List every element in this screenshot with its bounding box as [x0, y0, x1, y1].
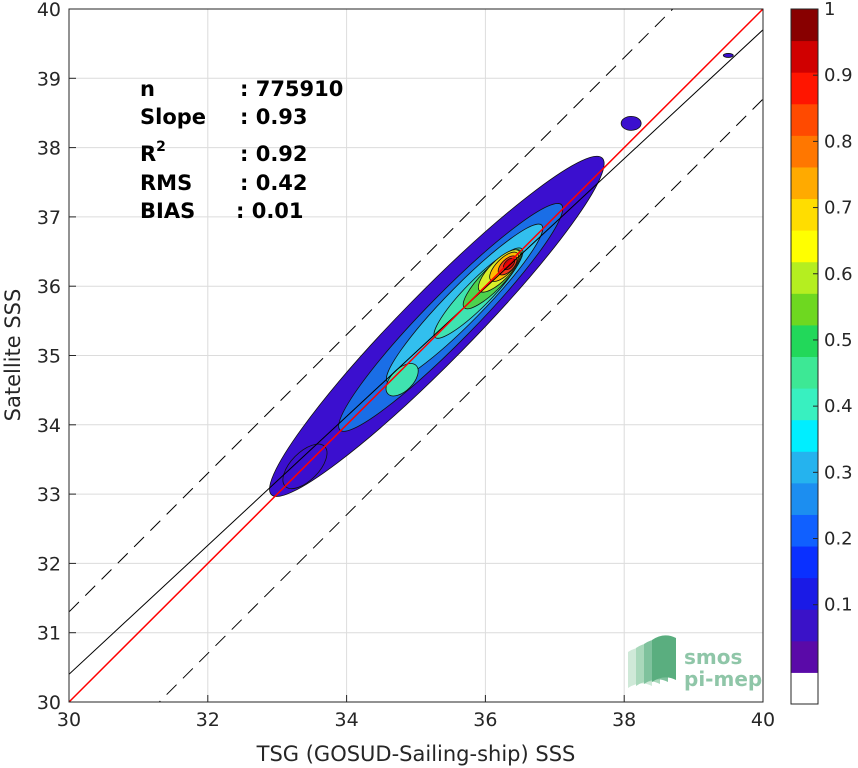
colorbar-segment [791, 135, 818, 168]
logo-text-line1: smos [684, 645, 742, 669]
y-tick-label: 36 [37, 276, 61, 298]
stat-value: : 775910 [240, 77, 343, 101]
stat-key: n [140, 77, 155, 101]
reference-lines [69, 9, 763, 702]
colorbar-segment [791, 640, 818, 673]
stat-key: RMS [140, 171, 192, 195]
colorbar-tick-label: 0.1 [824, 595, 853, 616]
y-tick-label: 31 [37, 623, 61, 645]
colorbar-segment [791, 451, 818, 484]
stat-key: BIAS [140, 199, 195, 223]
colorbar-tick-label: 0.9 [824, 65, 853, 86]
identity-line [69, 9, 763, 702]
colorbar-segment [791, 609, 818, 642]
colorbar-segment [791, 388, 818, 421]
stat-value: : 0.01 [236, 199, 304, 223]
y-tick-label: 30 [37, 692, 61, 714]
colorbar-frame [790, 8, 819, 705]
stat-key: Slope [140, 105, 206, 129]
grid [68, 8, 764, 703]
y-axis-ticks: 30 31 32 33 34 35 36 37 38 39 40 [37, 0, 76, 714]
colorbar-segment [791, 103, 818, 136]
density-contour [722, 53, 734, 58]
x-axis-label: TSG (GOSUD-Sailing-ship) SSS [256, 742, 576, 766]
y-tick-label: 33 [37, 484, 61, 506]
x-axis-ticks: 30 32 34 36 38 40 [57, 695, 775, 731]
colorbar-segment [791, 230, 818, 263]
colorbar-tick-label: 0.5 [824, 330, 853, 351]
colorbar-segment [791, 482, 818, 515]
stat-value: : 0.92 [240, 142, 308, 166]
logo-mark-icon [628, 635, 676, 688]
colorbar-segment [791, 72, 818, 105]
logo-text-line2: pi-mep [684, 667, 762, 691]
colorbar-tick-label: 1 [824, 0, 835, 20]
x-tick-label: 38 [612, 709, 636, 731]
colorbar-segment [791, 324, 818, 357]
lower-bound-line [158, 98, 763, 702]
colorbar-tick-label: 0.2 [824, 529, 853, 550]
regression-line [69, 29, 763, 675]
colorbar-tick-label: 0.6 [824, 264, 853, 285]
x-tick-label: 30 [57, 709, 81, 731]
colorbar-segment [791, 40, 818, 73]
colorbar: 0.1 0.2 0.3 0.4 0.5 0.6 0.7 0.8 0.9 1 [790, 0, 853, 705]
x-tick-label: 40 [751, 709, 775, 731]
y-tick-label: 37 [37, 207, 61, 229]
y-tick-label: 40 [37, 0, 61, 21]
x-tick-label: 36 [473, 709, 497, 731]
colorbar-segment [791, 514, 818, 547]
density-contour [502, 257, 516, 271]
colorbar-tick-label: 0.8 [824, 131, 853, 152]
y-tick-label: 34 [37, 415, 61, 437]
y-axis-label: Satellite SSS [1, 289, 25, 422]
stat-value: : 0.93 [240, 105, 308, 129]
y-tick-label: 38 [37, 138, 61, 160]
colorbar-segment [791, 546, 818, 579]
colorbar-segment [791, 9, 818, 42]
y-tick-label: 32 [37, 553, 61, 575]
density-contour [620, 115, 642, 131]
y-tick-label: 35 [37, 346, 61, 368]
stat-value: : 0.42 [240, 171, 308, 195]
colorbar-tick-label: 0.3 [824, 462, 853, 483]
colorbar-segment [791, 419, 818, 452]
colorbar-segment [791, 356, 818, 389]
colorbar-segment [791, 198, 818, 231]
colorbar-tick-label: 0.7 [824, 198, 853, 219]
upper-bound-line [69, 9, 674, 613]
x-tick-label: 32 [196, 709, 220, 731]
colorbar-tick-label: 0.4 [824, 396, 853, 417]
x-tick-label: 34 [335, 709, 359, 731]
colorbar-segment [791, 166, 818, 200]
colorbar-segment [791, 293, 818, 326]
logo: smos pi-mep [628, 635, 762, 691]
colorbar-segment [791, 672, 818, 705]
colorbar-segment [791, 261, 818, 294]
stat-key-superscript: 2 [156, 139, 166, 155]
y-tick-label: 39 [37, 68, 61, 90]
